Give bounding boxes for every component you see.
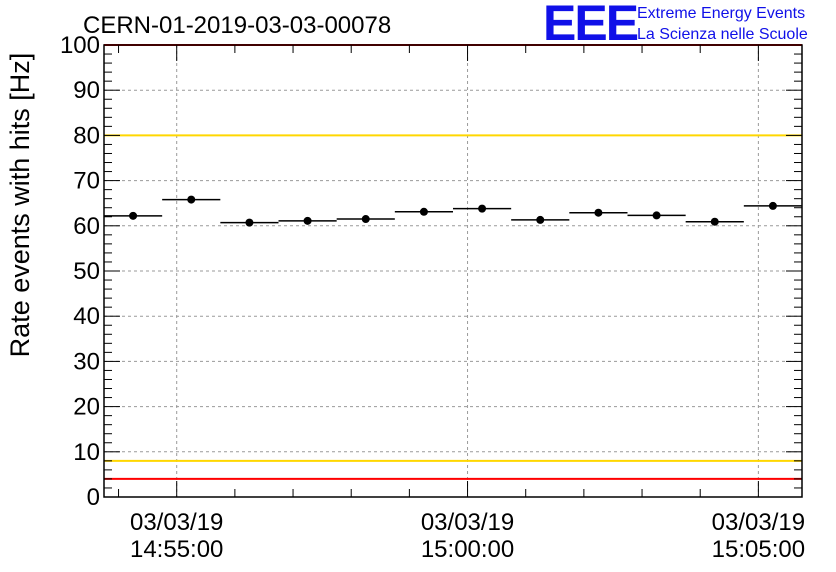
y-axis-label: Rate events with hits [Hz] (5, 53, 35, 358)
y-tick-label: 60 (73, 213, 100, 240)
x-tick-date: 03/03/19 (421, 509, 514, 536)
data-point (594, 208, 603, 217)
data-series (104, 195, 802, 227)
eee-logo: EEE Extreme Energy Events La Scienza nel… (543, 0, 808, 51)
logo-line-1: Extreme Energy Events (637, 5, 805, 22)
y-tick-label: 90 (73, 77, 100, 104)
y-tick-label: 50 (73, 258, 100, 285)
chart-title: CERN-01-2019-03-03-00078 (83, 12, 391, 39)
y-tick-label: 80 (73, 122, 100, 149)
y-tick-label: 0 (87, 484, 100, 511)
x-tick-date: 03/03/19 (712, 509, 805, 536)
logo-mark: EEE (543, 0, 638, 51)
y-tick-label: 70 (73, 168, 100, 195)
data-point (478, 204, 487, 213)
data-point (419, 207, 428, 216)
y-tick-label: 10 (73, 439, 100, 466)
grid-lines (104, 45, 802, 497)
data-point (361, 215, 370, 224)
x-axis: 03/03/1914:55:0003/03/1915:00:0003/03/19… (118, 45, 805, 563)
data-point (710, 217, 719, 226)
x-tick-time: 15:05:00 (712, 536, 805, 563)
data-point (768, 201, 777, 210)
data-point (129, 211, 138, 220)
data-point (303, 216, 312, 225)
y-tick-label: 40 (73, 303, 100, 330)
reference-lines (104, 44, 802, 480)
y-axis: 0 10 20 30 40 50 60 70 80 90 100 (60, 32, 802, 511)
logo-line-2: La Scienza nelle Scuole (637, 26, 808, 43)
x-tick-date: 03/03/19 (130, 509, 223, 536)
y-tick-label: 30 (73, 348, 100, 375)
data-point (536, 215, 545, 224)
x-tick-time: 14:55:00 (130, 536, 223, 563)
data-point (652, 211, 661, 220)
y-tick-label: 100 (60, 32, 100, 59)
x-tick-time: 15:00:00 (421, 536, 514, 563)
data-point (245, 218, 254, 227)
y-tick-label: 20 (73, 394, 100, 421)
data-point (187, 195, 196, 204)
